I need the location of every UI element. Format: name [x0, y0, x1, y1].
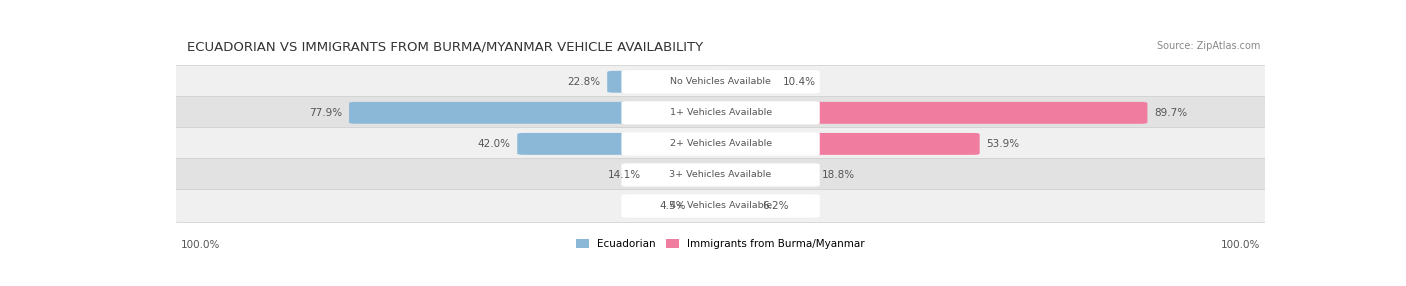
FancyBboxPatch shape [169, 158, 1272, 191]
FancyBboxPatch shape [517, 133, 727, 155]
FancyBboxPatch shape [648, 164, 727, 186]
Text: 4.5%: 4.5% [659, 201, 686, 211]
Text: ECUADORIAN VS IMMIGRANTS FROM BURMA/MYANMAR VEHICLE AVAILABILITY: ECUADORIAN VS IMMIGRANTS FROM BURMA/MYAN… [187, 41, 703, 54]
Text: 6.2%: 6.2% [762, 201, 789, 211]
FancyBboxPatch shape [714, 102, 1147, 124]
FancyBboxPatch shape [169, 96, 1272, 129]
Text: 89.7%: 89.7% [1154, 108, 1187, 118]
Text: 14.1%: 14.1% [609, 170, 641, 180]
Text: No Vehicles Available: No Vehicles Available [671, 77, 770, 86]
Text: 2+ Vehicles Available: 2+ Vehicles Available [669, 139, 772, 148]
FancyBboxPatch shape [621, 70, 820, 94]
Text: Source: ZipAtlas.com: Source: ZipAtlas.com [1157, 41, 1260, 51]
FancyBboxPatch shape [714, 164, 815, 186]
FancyBboxPatch shape [169, 65, 1272, 98]
Legend: Ecuadorian, Immigrants from Burma/Myanmar: Ecuadorian, Immigrants from Burma/Myanma… [576, 239, 865, 249]
Text: 100.0%: 100.0% [181, 240, 221, 250]
Text: 3+ Vehicles Available: 3+ Vehicles Available [669, 170, 772, 179]
FancyBboxPatch shape [607, 71, 727, 93]
FancyBboxPatch shape [621, 194, 820, 218]
FancyBboxPatch shape [349, 102, 727, 124]
FancyBboxPatch shape [693, 195, 727, 217]
Text: 10.4%: 10.4% [782, 77, 815, 87]
Text: 42.0%: 42.0% [478, 139, 510, 149]
FancyBboxPatch shape [714, 195, 756, 217]
FancyBboxPatch shape [169, 128, 1272, 160]
Text: 77.9%: 77.9% [309, 108, 343, 118]
FancyBboxPatch shape [714, 71, 776, 93]
FancyBboxPatch shape [621, 132, 820, 156]
FancyBboxPatch shape [714, 133, 980, 155]
Text: 18.8%: 18.8% [821, 170, 855, 180]
FancyBboxPatch shape [621, 163, 820, 186]
Text: 22.8%: 22.8% [568, 77, 600, 87]
Text: 53.9%: 53.9% [986, 139, 1019, 149]
FancyBboxPatch shape [169, 190, 1272, 223]
Text: 4+ Vehicles Available: 4+ Vehicles Available [669, 201, 772, 210]
Text: 1+ Vehicles Available: 1+ Vehicles Available [669, 108, 772, 117]
Text: 100.0%: 100.0% [1220, 240, 1260, 250]
FancyBboxPatch shape [621, 101, 820, 124]
